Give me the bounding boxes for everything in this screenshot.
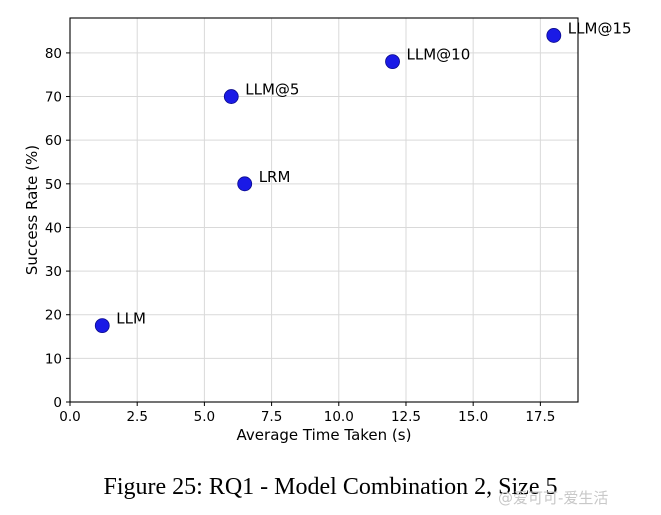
data-points: LLM LRM LLM@5 LLM@10 LLM@15 xyxy=(94,19,632,334)
point-label: LLM xyxy=(116,310,146,328)
y-tick-label: 30 xyxy=(45,264,62,280)
data-point xyxy=(546,28,562,43)
x-tick-label: 10.0 xyxy=(324,409,354,425)
y-tick-label: 40 xyxy=(45,220,62,236)
point-label: LLM@5 xyxy=(245,81,299,99)
x-axis-ticks: 0.0 2.5 5.0 7.5 10.0 12.5 15.0 17.5 xyxy=(59,402,555,425)
y-tick-label: 20 xyxy=(45,308,62,324)
x-tick-label: 17.5 xyxy=(525,409,555,425)
point-label: LLM@15 xyxy=(568,19,632,37)
y-tick-label: 10 xyxy=(45,351,62,367)
point-label: LRM xyxy=(259,168,291,186)
watermark: @爱可可-爱生活 xyxy=(498,489,609,507)
x-tick-label: 12.5 xyxy=(391,409,421,425)
x-tick-label: 15.0 xyxy=(458,409,488,425)
x-tick-label: 7.5 xyxy=(261,409,282,425)
x-axis-label: Average Time Taken (s) xyxy=(237,426,412,444)
plot-frame xyxy=(69,17,579,403)
x-tick-label: 0.0 xyxy=(59,409,80,425)
data-point xyxy=(385,54,400,70)
x-tick-label: 5.0 xyxy=(194,409,215,425)
data-point xyxy=(94,318,110,334)
y-tick-label: 0 xyxy=(53,395,62,411)
figure-caption: Figure 25: RQ1 - Model Combination 2, Si… xyxy=(103,474,558,500)
data-point xyxy=(223,89,239,104)
grid-lines xyxy=(69,18,578,403)
y-tick-label: 60 xyxy=(45,133,62,149)
y-axis-label: Success Rate (%) xyxy=(23,145,41,275)
y-axis-ticks: 0 10 20 30 40 50 60 70 80 xyxy=(45,46,70,411)
point-label: LLM@10 xyxy=(407,46,471,64)
x-tick-label: 2.5 xyxy=(126,409,147,425)
y-tick-label: 80 xyxy=(45,46,62,62)
y-tick-label: 50 xyxy=(45,177,62,193)
data-point xyxy=(237,176,253,192)
y-tick-label: 70 xyxy=(45,90,62,106)
